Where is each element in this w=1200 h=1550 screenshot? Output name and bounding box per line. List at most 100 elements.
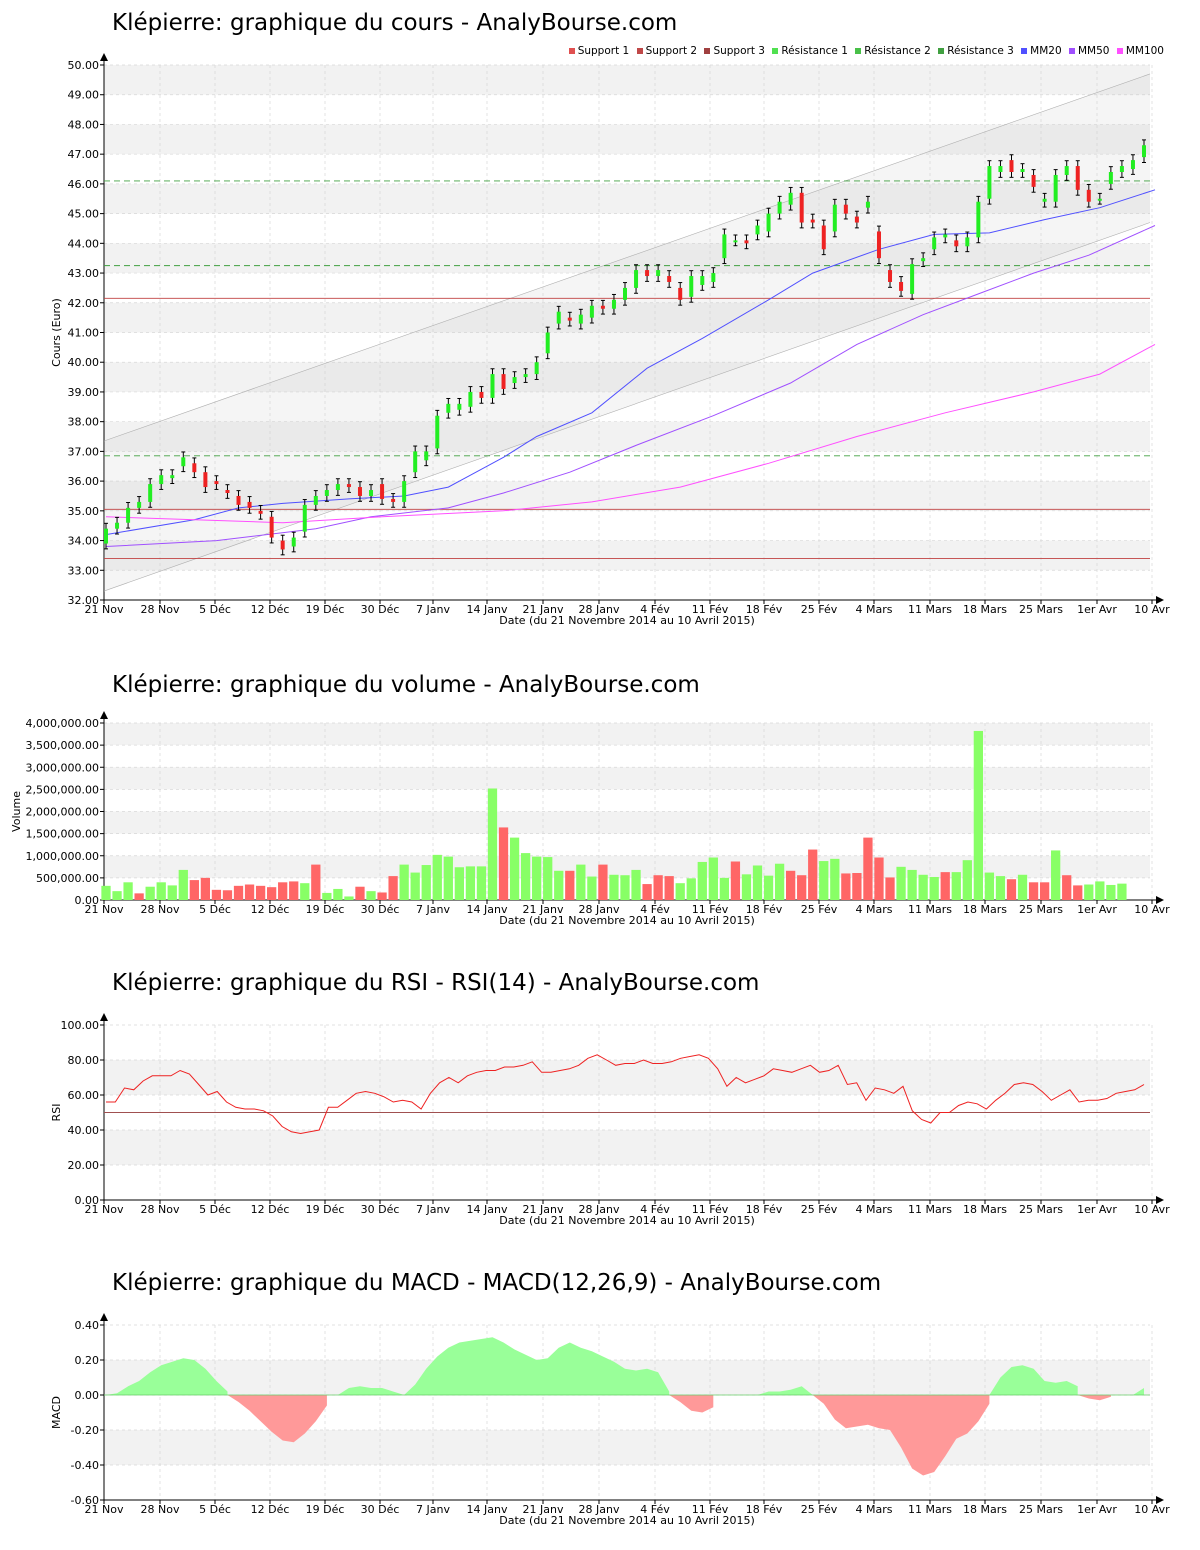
legend-item-resistance-1: Résistance 1	[772, 45, 848, 57]
grid-band	[104, 723, 1150, 746]
candle-body	[899, 281, 904, 291]
volume-bar	[1028, 882, 1039, 900]
volume-bar	[730, 861, 741, 900]
candle-body	[104, 528, 108, 544]
volume-bar	[951, 872, 961, 900]
x-tick-label: 18 Fév	[746, 1203, 783, 1216]
y-tick-label: 49.00	[68, 89, 100, 102]
candle-body	[1009, 160, 1014, 172]
x-tick-label: 28 Nov	[141, 1503, 180, 1516]
volume-bar	[1084, 884, 1094, 900]
candle-body	[335, 484, 340, 491]
volume-bar	[984, 872, 995, 900]
x-tick-label: 19 Déc	[306, 603, 345, 616]
candle-body	[1119, 166, 1124, 172]
legend-item-support-3: Support 3	[704, 45, 765, 57]
volume-bar	[664, 876, 674, 900]
x-tick-label: 11 Fév	[692, 603, 729, 616]
x-tick-label: 28 Janv	[579, 1203, 620, 1216]
legend-item-resistance-3: Résistance 3	[938, 45, 1014, 57]
y-tick-label: 37.00	[68, 445, 100, 458]
x-tick-label: 11 Mars	[908, 903, 952, 916]
legend-label: Support 2	[645, 45, 698, 57]
legend-swatch	[1116, 48, 1123, 54]
legend-label: Support 3	[713, 45, 765, 57]
volume-bar	[962, 860, 972, 900]
volume-bar	[1095, 881, 1105, 900]
x-tick-label: 18 Fév	[746, 1503, 783, 1516]
candle-body	[1108, 172, 1113, 184]
volume-bar	[134, 893, 144, 900]
x-axis-title: Date (du 21 Novembre 2014 au 10 Avril 20…	[499, 614, 755, 627]
volume-bar	[366, 891, 376, 900]
volume-bar	[112, 891, 122, 900]
x-tick-label: 4 Fév	[640, 603, 670, 616]
grid-band	[104, 302, 1150, 333]
volume-bar	[786, 870, 796, 900]
candle-body	[766, 213, 771, 232]
x-tick-label: 10 Avr	[1134, 1503, 1170, 1516]
x-tick-label: 4 Fév	[640, 1503, 670, 1516]
grid-band	[104, 540, 1150, 571]
x-tick-label: 18 Fév	[746, 903, 783, 916]
candle-body	[148, 484, 153, 502]
y-tick-label: 0.40	[75, 1319, 100, 1332]
y-tick-label: 48.00	[68, 118, 100, 131]
volume-bar	[289, 881, 299, 900]
candle-body	[446, 403, 451, 413]
x-tick-label: 19 Déc	[306, 1203, 345, 1216]
volume-bar	[421, 865, 431, 900]
volume-bar	[410, 872, 420, 900]
x-tick-label: 4 Fév	[640, 1203, 670, 1216]
candle-body	[501, 374, 506, 389]
y-tick-label: 32.00	[68, 594, 100, 607]
volume-bar	[189, 880, 199, 900]
x-tick-label: 10 Avr	[1134, 603, 1170, 616]
y-tick-label: 3,000,000.00	[26, 761, 99, 774]
macd-area-negative	[812, 1395, 990, 1476]
x-tick-label: 19 Déc	[306, 903, 345, 916]
candle-body	[479, 391, 484, 398]
x-axis-arrow	[1156, 1196, 1164, 1204]
candle-body	[943, 234, 948, 238]
grid-band	[104, 183, 1150, 214]
volume-bar	[819, 861, 829, 900]
volume-bar	[532, 856, 542, 900]
x-tick-label: 4 Mars	[856, 1503, 893, 1516]
volume-bar	[874, 857, 884, 900]
y-tick-label: 3,500,000.00	[26, 739, 99, 752]
y-axis-title: Cours (Euro)	[50, 298, 63, 367]
x-tick-label: 11 Fév	[692, 1503, 729, 1516]
candle-body	[302, 504, 307, 532]
x-tick-label: 5 Déc	[199, 903, 231, 916]
candle-body	[468, 391, 473, 407]
volume-bar	[918, 874, 928, 900]
grid-band	[104, 855, 1150, 878]
volume-bar	[852, 873, 862, 900]
legend-swatch	[636, 48, 643, 54]
x-tick-label: 25 Fév	[801, 1503, 838, 1516]
x-tick-label: 21 Nov	[85, 1503, 124, 1516]
volume-bar	[487, 788, 498, 900]
candle-body	[976, 201, 981, 238]
x-tick-label: 12 Déc	[251, 1503, 290, 1516]
candle-body	[921, 258, 926, 262]
y-tick-label: 43.00	[68, 267, 100, 280]
volume-bar	[631, 869, 641, 900]
y-axis-arrow	[100, 53, 108, 61]
volume-bar	[719, 877, 730, 900]
x-tick-label: 5 Déc	[199, 603, 231, 616]
candle-body	[214, 481, 219, 485]
volume-bar	[101, 885, 111, 900]
candle-body	[589, 305, 594, 318]
grid-band	[104, 811, 1150, 834]
x-tick-label: 25 Mars	[1019, 603, 1063, 616]
volume-bar	[708, 857, 718, 900]
candle-body	[457, 403, 462, 410]
candle-body	[910, 264, 915, 294]
x-tick-label: 30 Déc	[361, 603, 400, 616]
volume-bar	[1073, 885, 1083, 900]
volume-bar	[797, 875, 807, 900]
volume-bar	[973, 730, 983, 900]
volume-bar	[830, 858, 840, 900]
